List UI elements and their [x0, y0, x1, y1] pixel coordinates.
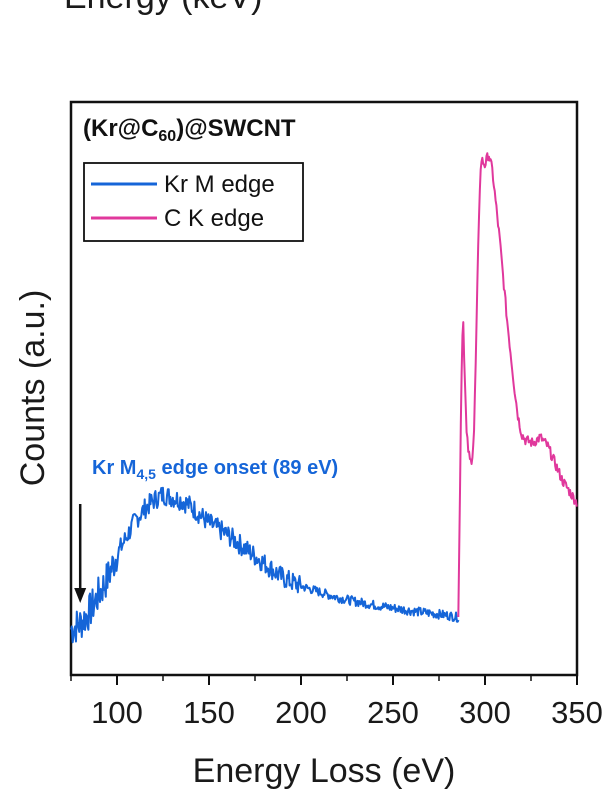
annotation-suffix: edge onset (89 eV) [156, 457, 338, 479]
plot-frame [69, 100, 579, 677]
x-ticks: 100 150 200 250 300 350 [70, 675, 603, 730]
x-tick-label-100: 100 [91, 695, 143, 730]
legend-label-kr-m-edge: Kr M edge [164, 171, 275, 198]
panel-title: (Kr@C60)@SWCNT [83, 115, 296, 145]
y-axis-title: Counts (a.u.) [14, 290, 52, 487]
legend: Kr M edge C K edge [83, 162, 304, 242]
onset-arrow [74, 504, 87, 603]
panel-title-subscript: 60 [158, 128, 176, 145]
panel-title-prefix: (Kr@C [83, 115, 158, 142]
x-tick-label-300: 300 [459, 695, 511, 730]
series-line-kr-m-edge [70, 486, 460, 644]
legend-box [83, 162, 304, 242]
x-tick-label-200: 200 [275, 695, 327, 730]
annotation-subscript: 4,5 [136, 466, 156, 482]
series-layer [70, 152, 578, 644]
cropped-header-label: Energy (keV) [64, 0, 262, 16]
x-tick-label-350: 350 [551, 695, 603, 730]
legend-label-c-k-edge: C K edge [164, 205, 264, 232]
x-tick-label-150: 150 [183, 695, 235, 730]
x-axis-title: Energy Loss (eV) [193, 752, 456, 790]
x-tick-label-250: 250 [367, 695, 419, 730]
panel-title-suffix: )@SWCNT [176, 115, 296, 142]
annotation-prefix: Kr M [92, 457, 136, 479]
edge-onset-annotation: Kr M4,5 edge onset (89 eV) [92, 457, 338, 482]
series-line-c-k-edge [457, 152, 578, 618]
onset-arrow-head [74, 588, 87, 603]
